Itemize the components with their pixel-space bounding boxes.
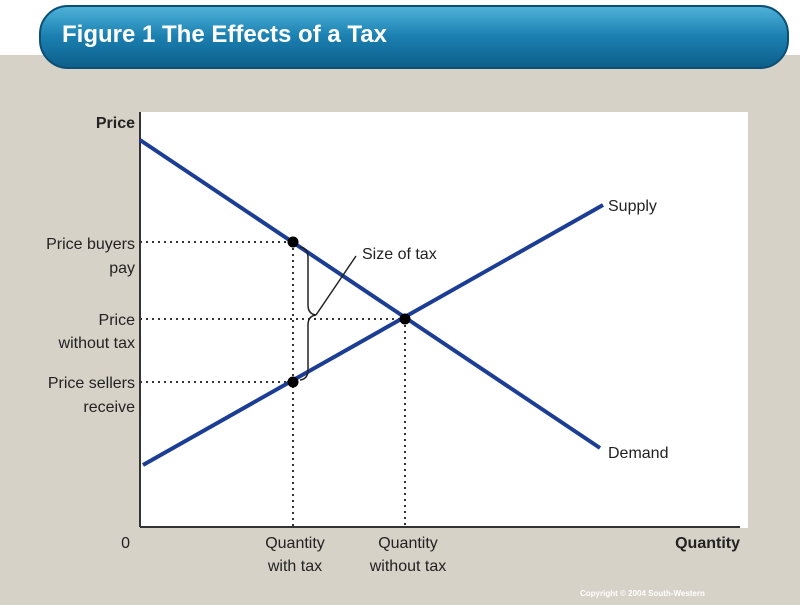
price-label: Price buyers — [46, 236, 135, 253]
curve-label: Supply — [608, 198, 657, 215]
quantity-label: without tax — [369, 558, 446, 575]
guides — [140, 241, 406, 527]
copyright: Copyright © 2004 South-Western — [580, 589, 705, 598]
point — [399, 313, 411, 325]
origin-label: 0 — [121, 535, 130, 552]
plot-area — [140, 112, 748, 528]
slide-title: Figure 1 The Effects of a Tax — [62, 21, 388, 48]
price-label: Price sellers — [48, 375, 135, 392]
curve-label: Demand — [608, 445, 668, 462]
x-axis-label: Quantity — [675, 535, 740, 552]
y-axis-label: Price — [96, 115, 135, 132]
price-label: Price — [99, 312, 136, 329]
point — [287, 376, 299, 388]
annotation: Size of tax — [362, 246, 437, 263]
quantity-label: Quantity — [265, 535, 325, 552]
point — [287, 236, 299, 248]
quantity-label: Quantity — [378, 535, 438, 552]
leader-line — [315, 255, 357, 316]
price-label: pay — [109, 260, 135, 277]
price-label: receive — [83, 399, 135, 416]
supply-curve — [142, 203, 604, 467]
demand-curve — [138, 138, 602, 450]
quantity-label: with tax — [267, 558, 322, 575]
price-label: without tax — [58, 335, 135, 352]
title-banner — [39, 5, 789, 69]
